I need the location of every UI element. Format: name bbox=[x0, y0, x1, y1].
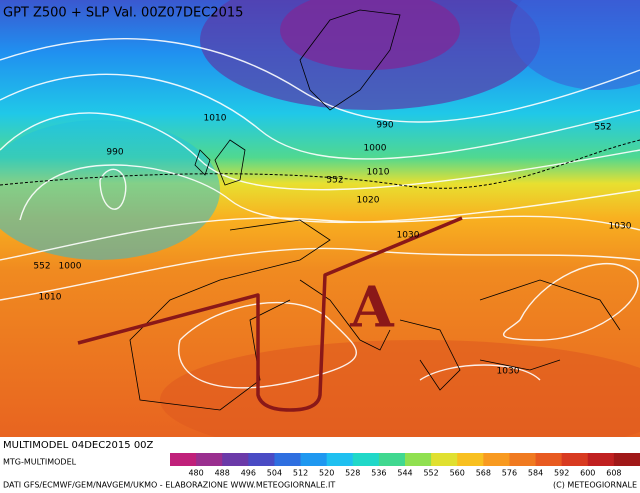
colorbar-swatch bbox=[274, 453, 302, 466]
colorbar: 480 488 496 504 512 520 528 536 544 552 560 568 576 5… bbox=[170, 453, 640, 478]
contour-label: 1010 bbox=[367, 168, 390, 178]
contour-label: 1030 bbox=[397, 231, 420, 241]
colorbar-swatch bbox=[535, 453, 563, 466]
map-title: GPT Z500 + SLP Val. 00Z07DEC2015 bbox=[3, 6, 243, 21]
colorbar-swatch bbox=[509, 453, 537, 466]
colorbar-label: 608 bbox=[606, 469, 621, 478]
colorbar-label: 512 bbox=[293, 469, 308, 478]
credits: DATI GFS/ECMWF/GEM/NAVGEM/UKMO - ELABORA… bbox=[3, 481, 335, 490]
colorbar-label: 600 bbox=[580, 469, 595, 478]
run-label: MULTIMODEL 04DEC2015 00Z bbox=[3, 440, 154, 451]
colorbar-swatch bbox=[222, 453, 249, 466]
colorbar-swatch bbox=[405, 453, 432, 466]
contour-label: 1030 bbox=[497, 367, 520, 377]
contour-label: 552 bbox=[594, 123, 611, 133]
colorbar-swatch bbox=[326, 453, 354, 466]
colorbar-swatch bbox=[300, 453, 328, 466]
model-label: MTG-MULTIMODEL bbox=[3, 458, 77, 467]
colorbar-label: 560 bbox=[450, 469, 465, 478]
contour-label: 552 bbox=[33, 262, 50, 272]
colorbar-swatch bbox=[352, 453, 380, 466]
contour-label: 990 bbox=[106, 148, 123, 158]
colorbar-label: 584 bbox=[528, 469, 543, 478]
contour-label: 1020 bbox=[357, 196, 380, 206]
colorbar-label: 576 bbox=[502, 469, 517, 478]
colorbar-swatch bbox=[457, 453, 484, 466]
colorbar-label: 520 bbox=[319, 469, 334, 478]
colorbar-label: 528 bbox=[345, 469, 360, 478]
contour-label: 1000 bbox=[364, 144, 387, 154]
colorbar-label: 552 bbox=[423, 469, 438, 478]
colorbar-label: 544 bbox=[397, 469, 412, 478]
colorbar-swatch bbox=[170, 453, 197, 466]
contour-label: 1010 bbox=[204, 114, 227, 124]
colorbar-swatch bbox=[196, 453, 223, 466]
contour-label: 1030 bbox=[609, 222, 632, 232]
colorbar-swatch bbox=[587, 453, 615, 466]
colorbar-swatch bbox=[613, 453, 640, 466]
colorbar-label: 536 bbox=[371, 469, 386, 478]
colorbar-swatch bbox=[378, 453, 406, 466]
colorbar-label: 504 bbox=[267, 469, 282, 478]
colorbar-label: 496 bbox=[241, 469, 256, 478]
colorbar-label: 488 bbox=[215, 469, 230, 478]
contour-label: 990 bbox=[376, 121, 393, 131]
colorbar-label: 568 bbox=[476, 469, 491, 478]
contour-label: 1000 bbox=[59, 262, 82, 272]
map: 990 1010 990 1000 1010 552 1020 1030 552 1000 1010… bbox=[0, 0, 640, 437]
copyright: (C) METEOGIORNALE bbox=[553, 481, 637, 490]
high-pressure-symbol: A bbox=[349, 275, 395, 341]
colorbar-swatch bbox=[431, 453, 458, 466]
colorbar-label: 480 bbox=[188, 469, 203, 478]
contour-label: 552 bbox=[326, 176, 343, 186]
colorbar-swatch bbox=[483, 453, 510, 466]
contour-label: 1010 bbox=[39, 293, 62, 303]
colorbar-swatch bbox=[248, 453, 275, 466]
colorbar-label: 592 bbox=[554, 469, 569, 478]
colorbar-swatch bbox=[561, 453, 589, 466]
